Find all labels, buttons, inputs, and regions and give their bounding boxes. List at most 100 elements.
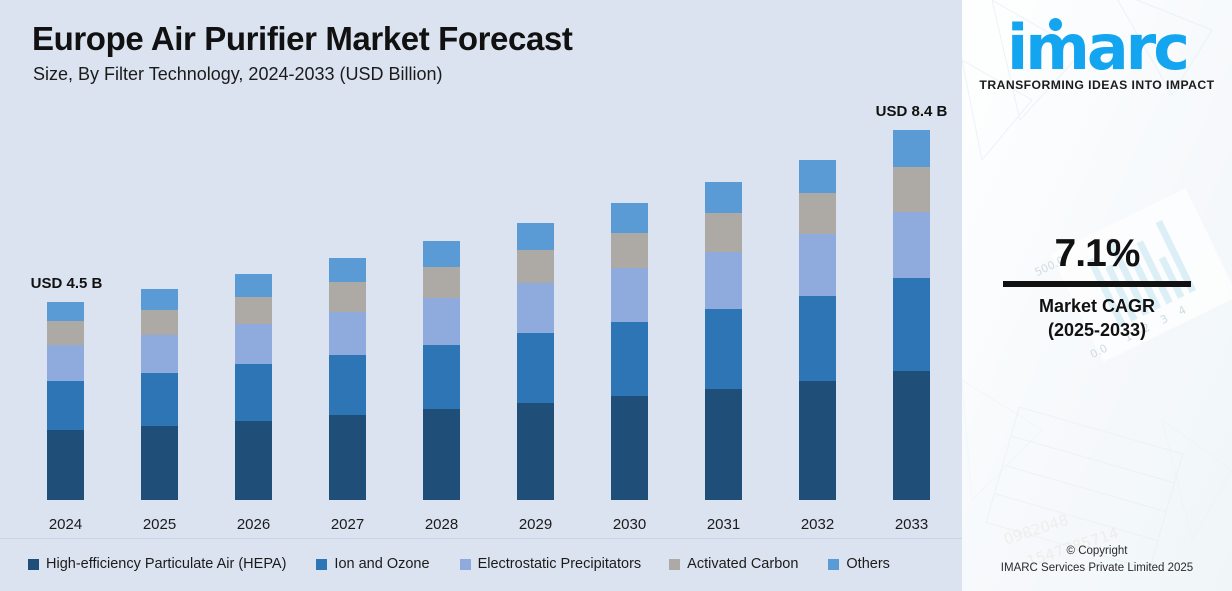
bar-segment [47,321,84,345]
bar-segment [423,409,460,500]
bar-segment [799,159,836,194]
x-axis-label-2030: 2030 [612,516,647,533]
stacked-bar-chart: 2024 2025 2026 2027 2028 2029 2030 2031 2032 2033… [30,103,948,533]
bar-segment [235,296,272,324]
bar-segment [141,310,178,336]
bar-segment [329,258,366,283]
legend-label: Activated Carbon [687,556,799,572]
bar-segment [517,222,554,250]
svg-text:3: 3 [1158,312,1170,327]
bar-segment [799,380,836,500]
x-axis-label-2025: 2025 [142,516,177,533]
cagr-period: (2025-2033) [1047,320,1147,340]
bar-segment [423,241,460,267]
bar-segment [235,323,272,365]
bar-segment [611,232,648,269]
legend-swatch [828,558,840,570]
bar-2027 [329,258,366,500]
legend-label: High-efficiency Particulate Air (HEPA) [46,556,287,572]
bar-segment [611,268,648,322]
bar-segment [423,297,460,345]
imarc-logo: imarc TRANSFORMING IDEAS INTO IMPACT [962,11,1232,93]
bar-segment [329,355,366,416]
bar-segment [705,388,742,500]
x-axis-label-2033: 2033 [894,516,929,533]
logo-tagline: TRANSFORMING IDEAS INTO IMPACT [979,78,1215,92]
bar-2024 [47,301,84,500]
copyright-notice: © Copyright IMARC Services Private Limit… [962,543,1232,577]
bar-segment [611,321,648,397]
bar-segment [893,211,930,278]
page-title: Europe Air Purifier Market Forecast [32,20,573,57]
bar-segment [235,364,272,421]
x-axis-label-2031: 2031 [706,516,741,533]
legend-label: Electrostatic Precipitators [477,556,642,572]
bar-segment [235,420,272,500]
cagr-divider [1003,281,1191,287]
bar-segment [141,289,178,311]
legend-swatch [316,558,328,570]
bar-2033 [893,130,930,500]
start-value-label: USD 4.5 B [30,274,103,292]
bar-segment [893,278,930,371]
watermark-texture: 0.0 1 2 3 4 500.0 0982048 1547785714 [962,0,1232,591]
bar-segment [47,301,84,322]
bar-segment [705,213,742,252]
bar-segment [611,396,648,500]
legend-item[interactable]: Others [828,556,890,572]
legend-swatch [669,558,681,570]
brand-panel: 0.0 1 2 3 4 500.0 0982048 1547785714 [962,0,1232,591]
bar-segment [329,311,366,356]
legend-item[interactable]: Ion and Ozone [316,556,430,572]
legend-label: Ion and Ozone [334,556,430,572]
bar-segment [799,295,836,381]
x-axis-label-2032: 2032 [800,516,835,533]
end-value-label: USD 8.4 B [875,103,948,120]
bar-segment [517,283,554,334]
bar-segment [893,370,930,500]
bar-segment [329,415,366,500]
cagr-value: 7.1% [1054,232,1141,275]
x-axis-label-2027: 2027 [330,516,365,533]
svg-text:1: 1 [1122,330,1134,345]
bar-segment [47,344,84,381]
bar-2031 [705,182,742,500]
page-subtitle: Size, By Filter Technology, 2024-2033 (U… [33,64,443,84]
x-axis-label-2024: 2024 [48,516,83,533]
bar-segment [517,402,554,500]
legend-label: Others [846,556,890,572]
svg-text:4: 4 [1176,303,1188,318]
legend-divider [0,538,962,539]
bar-segment [47,380,84,431]
legend-item[interactable]: Electrostatic Precipitators [459,556,642,572]
legend-swatch [459,558,471,570]
copyright-line-2: IMARC Services Private Limited 2025 [1000,562,1194,574]
copyright-line-1: © Copyright [1066,545,1128,557]
bar-segment [141,426,178,500]
logo-dot-icon [1049,18,1062,31]
cagr-label: Market CAGR [1038,296,1156,316]
bar-segment [47,430,84,500]
bar-segment [141,335,178,374]
x-axis-label-2026: 2026 [236,516,271,533]
legend-item[interactable]: High-efficiency Particulate Air (HEPA) [28,556,286,572]
bar-2026 [235,274,272,500]
legend-item[interactable]: Activated Carbon [669,556,798,572]
legend-swatch [28,558,39,570]
bar-2030 [611,203,648,500]
logo-wordmark: imarc [1006,11,1190,84]
bar-segment [611,203,648,233]
bar-segment [799,193,836,235]
bar-segment [423,266,460,298]
bar-segment [329,282,366,312]
bar-segment [141,373,178,426]
bar-segment [517,333,554,403]
bar-segment [517,249,554,284]
bar-segment [423,344,460,410]
bar-segment [893,130,930,168]
svg-text:2: 2 [1140,321,1152,336]
x-axis-label-2028: 2028 [424,516,459,533]
bar-segment [799,234,836,296]
bar-segment [705,308,742,389]
